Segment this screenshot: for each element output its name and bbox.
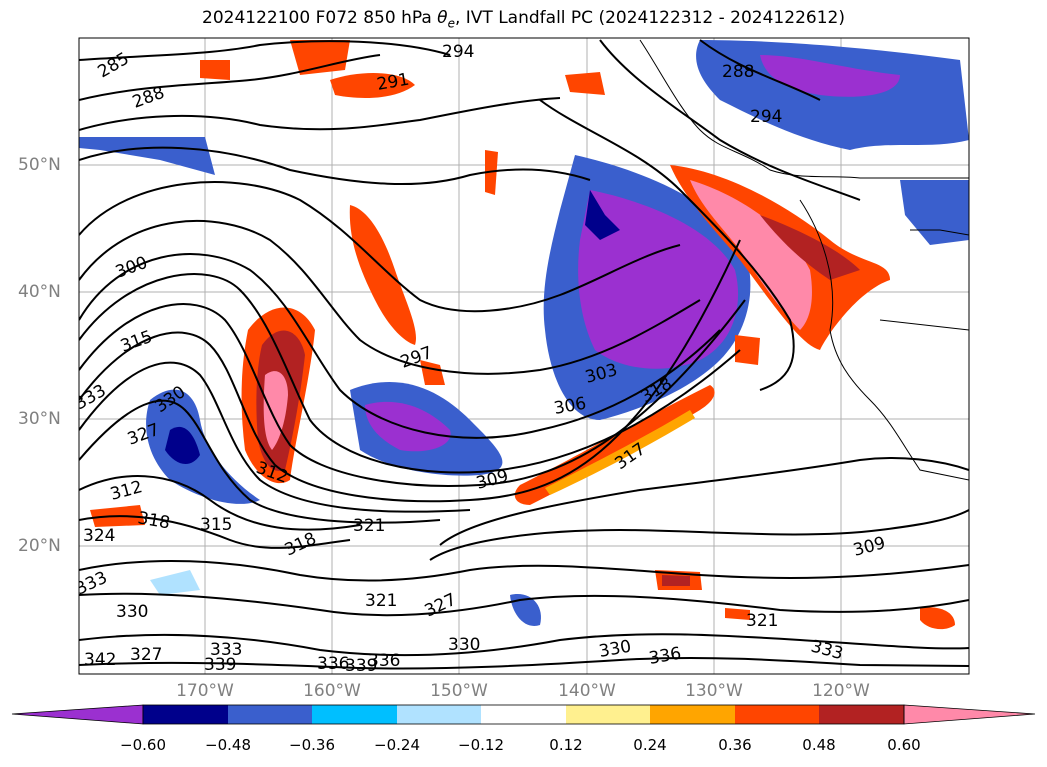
contour-label: 321 — [746, 611, 778, 631]
colorbar-tick: −0.48 — [205, 736, 251, 754]
map-area: 285 288 291 294 288 294 300 315 297 303 … — [79, 38, 969, 676]
contour-label: 327 — [130, 645, 162, 665]
theta-symbol: θ — [437, 8, 448, 28]
colorbar-tick: 0.36 — [718, 736, 752, 754]
colorbar-frame — [142, 704, 905, 725]
gridlines — [79, 38, 969, 674]
contour-label: 336 — [317, 654, 349, 674]
contour-label: 321 — [365, 591, 397, 611]
colorbar-swatch — [566, 705, 650, 724]
lat-label-30n: 30°N — [18, 409, 61, 429]
contour-label: 342 — [84, 650, 116, 670]
theta-e-contours — [79, 39, 969, 670]
contour-label: 315 — [200, 515, 232, 535]
colorbar-swatch — [819, 705, 904, 724]
colorbar-tick: 0.48 — [802, 736, 836, 754]
lon-label-150w: 150°W — [430, 681, 488, 701]
colorbar-swatch — [481, 705, 566, 724]
map-frame — [78, 37, 970, 675]
contour-label: 339 — [204, 655, 236, 675]
colorbar-min-extension — [11, 704, 144, 725]
lon-label-140w: 140°W — [558, 681, 616, 701]
contour-label: 294 — [750, 107, 782, 127]
lon-label-120w: 120°W — [812, 681, 870, 701]
figure-title: 2024122100 F072 850 hPa θe, IVT Landfall… — [0, 8, 1047, 30]
colorbar-swatch — [143, 705, 228, 724]
colorbar-swatch — [397, 705, 481, 724]
colorbar-tick: −0.24 — [374, 736, 420, 754]
colorbar-tick: 0.60 — [887, 736, 921, 754]
contour-label: 330 — [448, 635, 480, 655]
lat-label-50n: 50°N — [18, 155, 61, 175]
negative-pc-shading — [79, 40, 969, 626]
title-suffix: , IVT Landfall PC (2024122312 - 20241226… — [454, 8, 845, 28]
colorbar-max-extension — [903, 704, 1036, 725]
colorbar — [11, 704, 1036, 725]
colorbar-tick: −0.60 — [120, 736, 166, 754]
theta-subscript: e — [447, 16, 455, 31]
contour-label: 330 — [116, 602, 148, 622]
lon-label-160w: 160°W — [303, 681, 361, 701]
title-prefix: 2024122100 F072 850 hPa — [202, 8, 438, 28]
contour-label: 333 — [210, 640, 242, 660]
contour-label: 339 — [345, 656, 377, 676]
colorbar-swatch — [228, 705, 312, 724]
colorbar-tick: −0.36 — [289, 736, 335, 754]
contour-label: 324 — [83, 526, 115, 546]
colorbar-swatch — [735, 705, 819, 724]
colorbar-swatch — [312, 705, 397, 724]
lon-label-130w: 130°W — [685, 681, 743, 701]
contour-label: 321 — [353, 516, 385, 536]
colorbar-swatch — [650, 705, 735, 724]
lat-label-20n: 20°N — [18, 536, 61, 556]
coastlines — [639, 39, 969, 481]
colorbar-tick: 0.24 — [633, 736, 667, 754]
colorbar-tick: 0.12 — [549, 736, 583, 754]
contour-label: 294 — [442, 42, 474, 62]
contour-label: 336 — [368, 651, 400, 671]
lon-label-170w: 170°W — [176, 681, 234, 701]
contour-label: 288 — [722, 62, 754, 82]
colorbar-tick: −0.12 — [458, 736, 504, 754]
lat-label-40n: 40°N — [18, 282, 61, 302]
